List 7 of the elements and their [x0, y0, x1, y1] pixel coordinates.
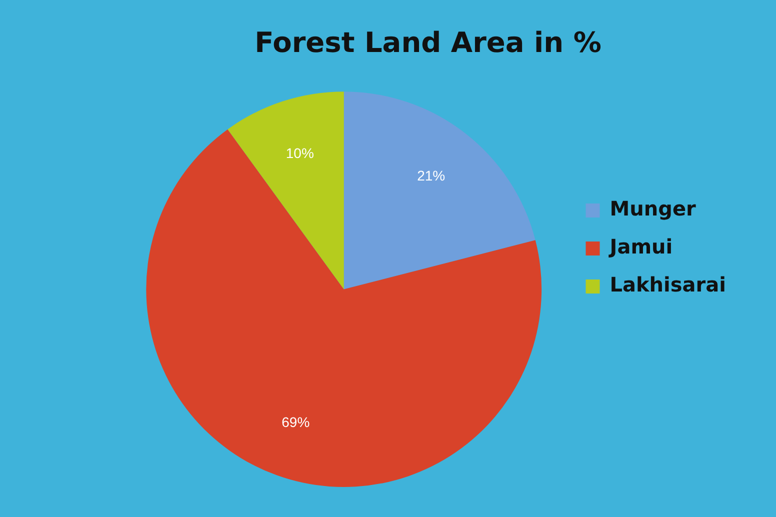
legend-label: Lakhisarai: [610, 272, 726, 297]
legend-label: Munger: [610, 196, 696, 221]
legend-label: Jamui: [608, 234, 673, 259]
data-label: 21%: [417, 168, 446, 184]
data-label: 69%: [282, 414, 310, 430]
chart-title: Forest Land Area in %: [254, 26, 602, 60]
data-label: 10%: [286, 144, 314, 161]
